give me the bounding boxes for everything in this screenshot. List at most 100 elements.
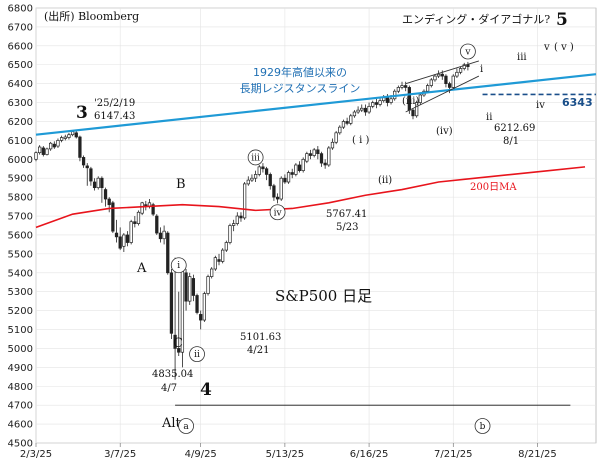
low-value: 4835.04	[152, 369, 193, 380]
candle-body	[155, 215, 159, 234]
candle-body	[111, 202, 115, 232]
candle	[151, 202, 155, 217]
candle	[345, 117, 349, 126]
channel-lower	[405, 75, 480, 113]
candle	[305, 151, 309, 164]
candle-body	[447, 83, 452, 88]
candle-body	[92, 181, 97, 189]
y-tick-label: 6200	[8, 117, 33, 128]
y-tick-label: 4600	[8, 420, 33, 431]
candle	[173, 257, 177, 380]
candle	[63, 134, 67, 141]
grid	[35, 7, 597, 444]
y-tick-label: 4500	[8, 439, 33, 450]
circle-alt-a: a	[178, 418, 194, 434]
ma-line	[35, 166, 586, 229]
candle	[232, 219, 236, 232]
candle	[433, 74, 437, 82]
candle-body	[378, 100, 382, 105]
sub-i-paren-label: ( i )	[352, 135, 369, 146]
candle	[111, 200, 115, 234]
circle-alt-b-text: b	[480, 422, 486, 432]
candle	[96, 176, 100, 190]
candle	[74, 130, 78, 139]
candle-body	[140, 202, 144, 214]
sub-iv-paren-label: (iv)	[436, 126, 453, 137]
candle	[38, 145, 42, 155]
y-tick-label: 6100	[8, 136, 33, 147]
circle-iii-text: iii	[251, 153, 260, 163]
candle-body	[136, 211, 141, 224]
circle-iv-text: iv	[274, 208, 283, 218]
candle-body	[319, 153, 324, 164]
candle	[319, 151, 324, 167]
candle-body	[217, 259, 221, 262]
sub-ii-label: ii	[486, 112, 492, 123]
candle-body	[451, 75, 455, 88]
candle	[158, 227, 163, 243]
candle	[129, 219, 133, 245]
candle-body	[125, 234, 130, 243]
candle	[67, 132, 71, 140]
candle-body	[426, 85, 430, 92]
candle	[41, 146, 45, 157]
candle	[59, 135, 64, 143]
source-text: (出所) Bloomberg	[44, 9, 139, 23]
candle-body	[56, 140, 60, 147]
candle	[195, 293, 199, 315]
candle-body	[283, 177, 287, 183]
candle-body	[96, 177, 100, 189]
y-tick-label: 5200	[8, 306, 33, 317]
candle	[290, 168, 294, 179]
x-tick-label: 5/13/25	[266, 449, 305, 460]
candle-body	[210, 268, 214, 277]
candle-body	[286, 172, 291, 183]
candle	[92, 178, 97, 191]
candle-body	[188, 276, 192, 302]
candle-body	[330, 141, 335, 149]
subtitle-text: エンディング・ダイアゴナル?	[402, 12, 550, 26]
candle-body	[67, 134, 71, 138]
wave-3-label: 3	[76, 103, 88, 123]
candle-body	[444, 75, 448, 85]
candle	[272, 183, 276, 201]
wave-A-label: A	[136, 261, 147, 276]
candle-body	[122, 234, 126, 247]
candle	[140, 201, 144, 216]
candle-body	[411, 109, 415, 117]
candle	[85, 163, 89, 186]
candle-body	[404, 85, 408, 88]
candle-body	[327, 147, 331, 166]
candle-body	[349, 115, 353, 124]
candles	[34, 61, 470, 380]
candle	[363, 104, 368, 116]
candle-body	[242, 183, 247, 219]
candle	[191, 274, 196, 302]
candle	[210, 267, 214, 279]
circle-alt-a-text: a	[183, 422, 189, 432]
candle-body	[462, 64, 466, 69]
chart-title: S&P500 日足	[275, 287, 372, 305]
candle	[466, 61, 470, 71]
candle-body	[396, 87, 400, 92]
circle-ii: ii	[189, 346, 205, 363]
candle	[224, 240, 228, 252]
y-tick-label: 6800	[8, 4, 33, 15]
candle	[367, 102, 371, 114]
candle-body	[118, 236, 122, 249]
circle-v-text: v	[464, 48, 471, 58]
y-tick-label: 5000	[8, 344, 33, 355]
candle	[45, 147, 49, 156]
circle-ii-text: ii	[194, 350, 200, 360]
candle-body	[261, 166, 265, 170]
y-tick-label: 5100	[8, 325, 33, 336]
candle-body	[173, 334, 177, 349]
candle-body	[52, 143, 56, 148]
candle-body	[202, 293, 206, 321]
candle-body	[301, 158, 305, 172]
circle-iv-ring	[269, 204, 286, 221]
circle-iii: iii	[247, 149, 264, 166]
candle-body	[371, 102, 375, 107]
candle	[301, 157, 305, 173]
